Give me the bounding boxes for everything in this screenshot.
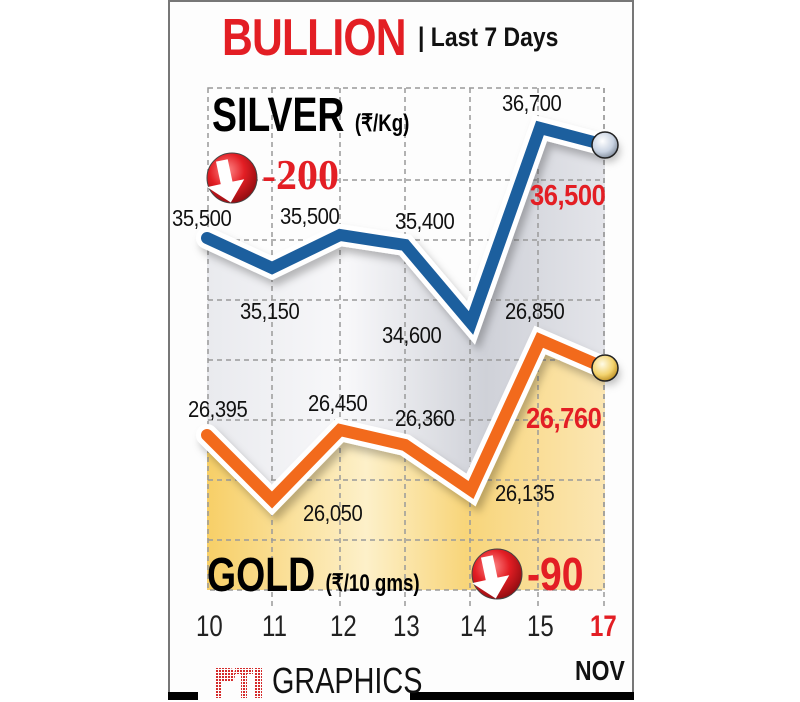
gold-label-12: 26,450 (308, 390, 368, 416)
footer-rule-right (410, 692, 634, 700)
chart-title: BULLION (222, 9, 407, 67)
gold-line (196, 325, 616, 516)
silver-label-13: 35,400 (395, 208, 455, 234)
x-tick-15: 15 (527, 610, 554, 643)
silver-unit: (₹/Kg) (354, 110, 410, 137)
x-tick-10: 10 (196, 610, 223, 643)
gold-area (207, 340, 605, 590)
silver-label-10: 35,500 (172, 205, 232, 231)
x-tick-11: 11 (262, 610, 287, 643)
gold-label-15: 26,850 (505, 298, 565, 324)
gold-endpoint-marker (591, 354, 619, 382)
silver-label-12: 35,500 (280, 203, 340, 229)
silver-latest-label: 36,500 (530, 180, 606, 212)
footer-rule-left (168, 692, 198, 700)
gold-latest-label: 26,760 (526, 403, 602, 435)
gold-title: GOLD (₹/10 gms) (207, 548, 420, 603)
silver-name: SILVER (212, 89, 345, 142)
x-tick-17: 17 (590, 610, 617, 643)
gold-unit: (₹/10 gms) (325, 570, 420, 597)
x-axis-month: NOV (575, 655, 625, 686)
gold-change: -90 (527, 548, 584, 600)
gold-down-arrow-icon (471, 548, 523, 600)
gold-label-14: 26,135 (495, 480, 555, 506)
gold-label-13: 26,360 (395, 405, 455, 431)
x-tick-13: 13 (393, 610, 420, 643)
grid (207, 87, 605, 610)
silver-title: SILVER (₹/Kg) (212, 88, 409, 143)
silver-down-arrow-icon (206, 152, 258, 204)
silver-endpoint-marker (591, 131, 619, 159)
silver-change: -200 (262, 153, 339, 199)
x-tick-14: 14 (460, 610, 487, 643)
graphics-credit: GRAPHICS (272, 660, 423, 701)
gold-name: GOLD (207, 549, 316, 602)
silver-label-14: 34,600 (382, 322, 442, 348)
silver-label-11: 35,150 (240, 298, 300, 324)
gold-label-11: 26,050 (303, 500, 363, 526)
x-tick-12: 12 (330, 610, 357, 643)
pti-logo-icon (215, 668, 262, 698)
chart-subtitle: | Last 7 Days (418, 22, 559, 52)
gold-label-10: 26,395 (188, 396, 248, 422)
silver-line (196, 114, 616, 345)
silver-label-15: 36,700 (502, 90, 562, 116)
